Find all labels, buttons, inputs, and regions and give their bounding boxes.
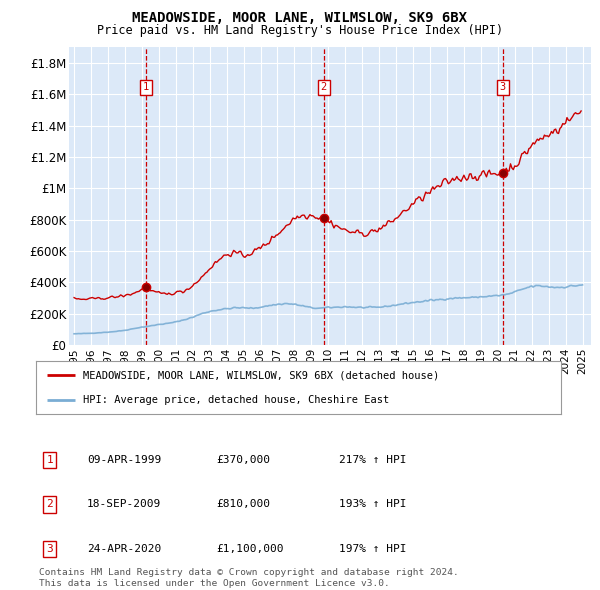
Text: 2: 2 <box>46 500 53 509</box>
Text: 197% ↑ HPI: 197% ↑ HPI <box>339 544 407 553</box>
Text: 193% ↑ HPI: 193% ↑ HPI <box>339 500 407 509</box>
Text: This data is licensed under the Open Government Licence v3.0.: This data is licensed under the Open Gov… <box>39 579 390 588</box>
Text: MEADOWSIDE, MOOR LANE, WILMSLOW, SK9 6BX: MEADOWSIDE, MOOR LANE, WILMSLOW, SK9 6BX <box>133 11 467 25</box>
Text: MEADOWSIDE, MOOR LANE, WILMSLOW, SK9 6BX (detached house): MEADOWSIDE, MOOR LANE, WILMSLOW, SK9 6BX… <box>83 371 439 381</box>
Text: 1: 1 <box>46 455 53 465</box>
Text: 24-APR-2020: 24-APR-2020 <box>87 544 161 553</box>
Text: 2: 2 <box>320 83 326 93</box>
Text: 217% ↑ HPI: 217% ↑ HPI <box>339 455 407 465</box>
Text: £370,000: £370,000 <box>216 455 270 465</box>
Text: £1,100,000: £1,100,000 <box>216 544 284 553</box>
Text: 18-SEP-2009: 18-SEP-2009 <box>87 500 161 509</box>
Text: Contains HM Land Registry data © Crown copyright and database right 2024.: Contains HM Land Registry data © Crown c… <box>39 568 459 576</box>
Text: 3: 3 <box>500 83 506 93</box>
Text: 1: 1 <box>143 83 149 93</box>
Text: 3: 3 <box>46 544 53 553</box>
Text: 09-APR-1999: 09-APR-1999 <box>87 455 161 465</box>
Text: Price paid vs. HM Land Registry's House Price Index (HPI): Price paid vs. HM Land Registry's House … <box>97 24 503 37</box>
Text: £810,000: £810,000 <box>216 500 270 509</box>
Text: HPI: Average price, detached house, Cheshire East: HPI: Average price, detached house, Ches… <box>83 395 389 405</box>
